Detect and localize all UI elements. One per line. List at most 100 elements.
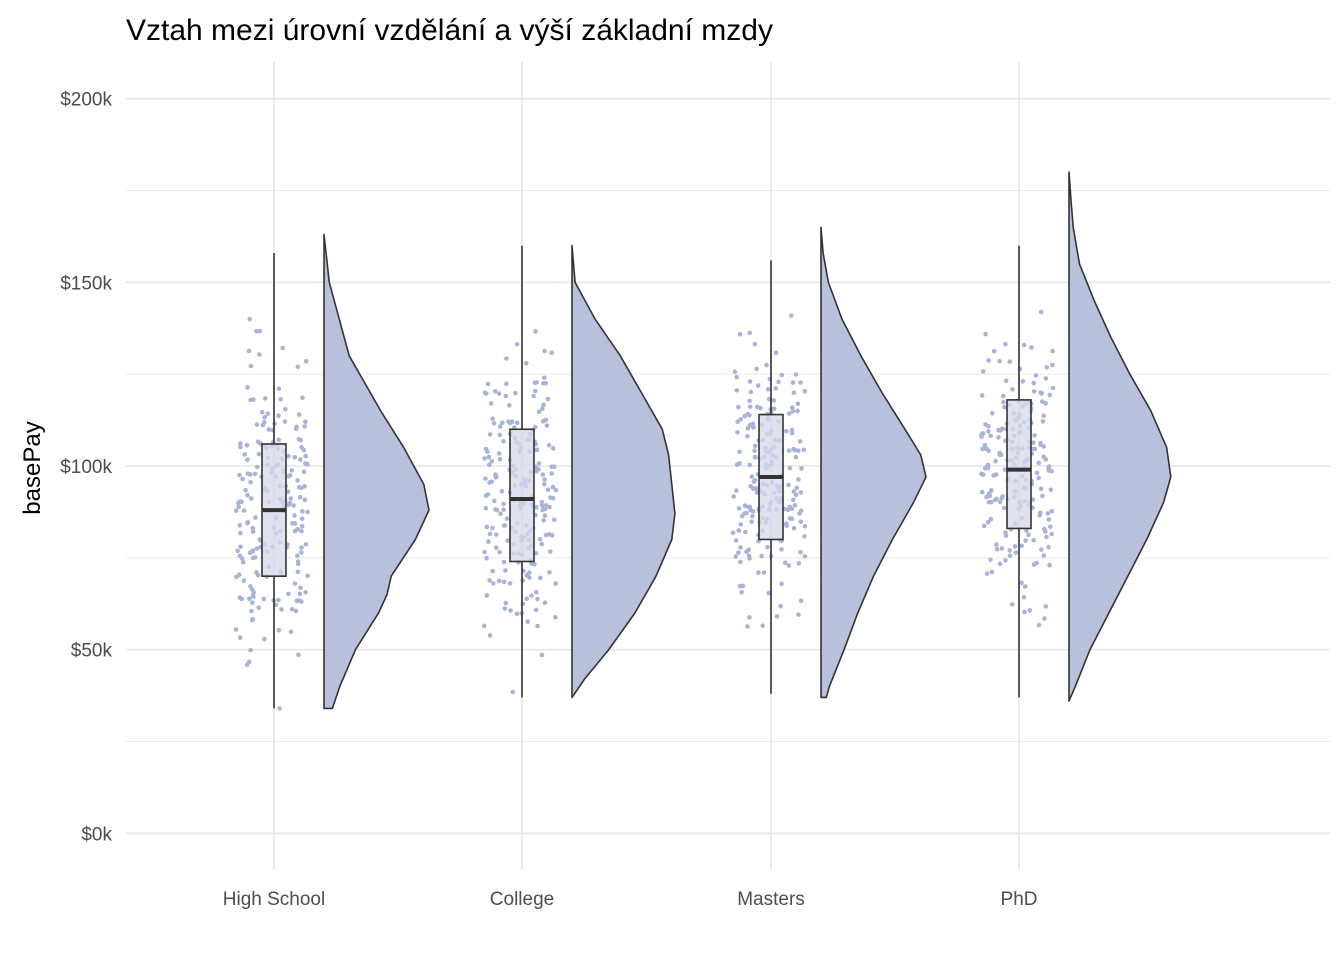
jitter-point <box>237 472 242 478</box>
jitter-point <box>802 524 808 529</box>
jitter-point <box>984 571 990 576</box>
jitter-point <box>784 429 789 434</box>
jitter-point <box>987 493 992 499</box>
jitter-point <box>742 503 748 508</box>
jitter-point <box>979 393 985 398</box>
jitter-point <box>739 513 745 519</box>
jitter-point <box>305 573 311 579</box>
jitter-point <box>501 559 507 565</box>
jitter-point <box>497 549 502 555</box>
jitter-point <box>745 624 750 629</box>
jitter-point <box>238 544 243 550</box>
jitter-point <box>738 559 743 565</box>
jitter-point <box>786 482 791 488</box>
jitter-point <box>503 600 509 606</box>
jitter-point <box>747 615 752 620</box>
jitter-point <box>550 446 556 451</box>
jitter-point <box>254 546 260 551</box>
jitter-point <box>303 453 309 459</box>
jitter-point <box>483 476 488 481</box>
jitter-point <box>506 419 511 424</box>
jitter-point <box>1031 440 1036 446</box>
jitter-point <box>502 523 508 528</box>
jitter-point <box>986 358 991 363</box>
jitter-point <box>236 500 241 506</box>
jitter-point <box>492 498 497 504</box>
jitter-point <box>240 560 246 565</box>
density-cloud <box>323 233 430 710</box>
jitter-point <box>289 607 295 612</box>
jitter-point <box>509 419 515 425</box>
jitter-point <box>541 402 546 408</box>
jitter-point <box>282 419 288 424</box>
jitter-point <box>980 431 986 436</box>
jitter-point <box>989 410 995 416</box>
jitter-point <box>1010 602 1015 607</box>
jitter-point <box>533 329 538 334</box>
jitter-point <box>491 581 496 586</box>
jitter-point <box>504 381 509 387</box>
jitter-point <box>299 528 304 534</box>
jitter-point <box>535 623 540 629</box>
y-tick-label: $100k <box>60 457 112 478</box>
jitter-point <box>738 417 744 422</box>
jitter-point <box>250 526 256 531</box>
jitter-point <box>1036 622 1042 628</box>
jitter-point <box>241 508 247 513</box>
jitter-point <box>490 416 495 422</box>
jitter-point <box>789 430 795 436</box>
jitter-point <box>1042 526 1047 532</box>
jitter-point <box>542 375 547 381</box>
jitter-point <box>299 545 304 550</box>
jitter-point <box>795 408 800 414</box>
jitter-point <box>989 499 994 505</box>
jitter-point <box>1029 345 1034 350</box>
jitter-point <box>1023 538 1028 543</box>
jitter-point <box>764 362 769 368</box>
jitter-point <box>1048 524 1053 530</box>
jitter-point <box>549 471 554 476</box>
jitter-point <box>496 451 502 456</box>
jitter-point <box>286 474 292 479</box>
jitter-point <box>1048 487 1054 493</box>
jitter-point <box>734 374 739 380</box>
jitter-point <box>748 389 754 395</box>
jitter-point <box>1031 380 1036 386</box>
jitter-point <box>754 490 760 495</box>
jitter-point <box>730 530 736 536</box>
jitter-point <box>986 424 991 429</box>
jitter-point <box>296 437 302 442</box>
jitter-point <box>550 484 556 490</box>
jitter-point <box>789 516 795 521</box>
jitter-point <box>754 366 759 372</box>
jitter-point <box>993 458 998 464</box>
jitter-point <box>302 484 307 489</box>
jitter-point <box>985 462 991 468</box>
jitter-point <box>1047 392 1053 398</box>
jitter-point <box>1043 401 1048 406</box>
jitter-point <box>1002 404 1007 410</box>
jitter-point <box>542 506 548 512</box>
jitter-point <box>1044 365 1050 370</box>
jitter-point <box>489 479 495 485</box>
jitter-point <box>486 539 491 544</box>
jitter-point <box>248 472 253 477</box>
jitter-point <box>250 616 256 622</box>
jitter-point <box>292 581 298 586</box>
jitter-point <box>481 623 487 629</box>
density-cloud <box>571 244 676 699</box>
jitter-point <box>734 388 740 393</box>
jitter-point <box>295 553 300 558</box>
jitter-point <box>537 536 543 542</box>
y-tick-label: $150k <box>60 273 112 294</box>
jitter-point <box>483 446 489 452</box>
jitter-point <box>533 607 539 613</box>
jitter-point <box>235 548 240 554</box>
jitter-point <box>798 508 804 513</box>
jitter-point <box>233 627 239 632</box>
jitter-point <box>248 397 253 403</box>
jitter-point <box>500 420 505 426</box>
x-axis-ticks: High School College Masters PhD <box>223 889 1038 910</box>
y-tick-label: $0k <box>81 824 112 845</box>
jitter-point <box>1034 470 1040 476</box>
